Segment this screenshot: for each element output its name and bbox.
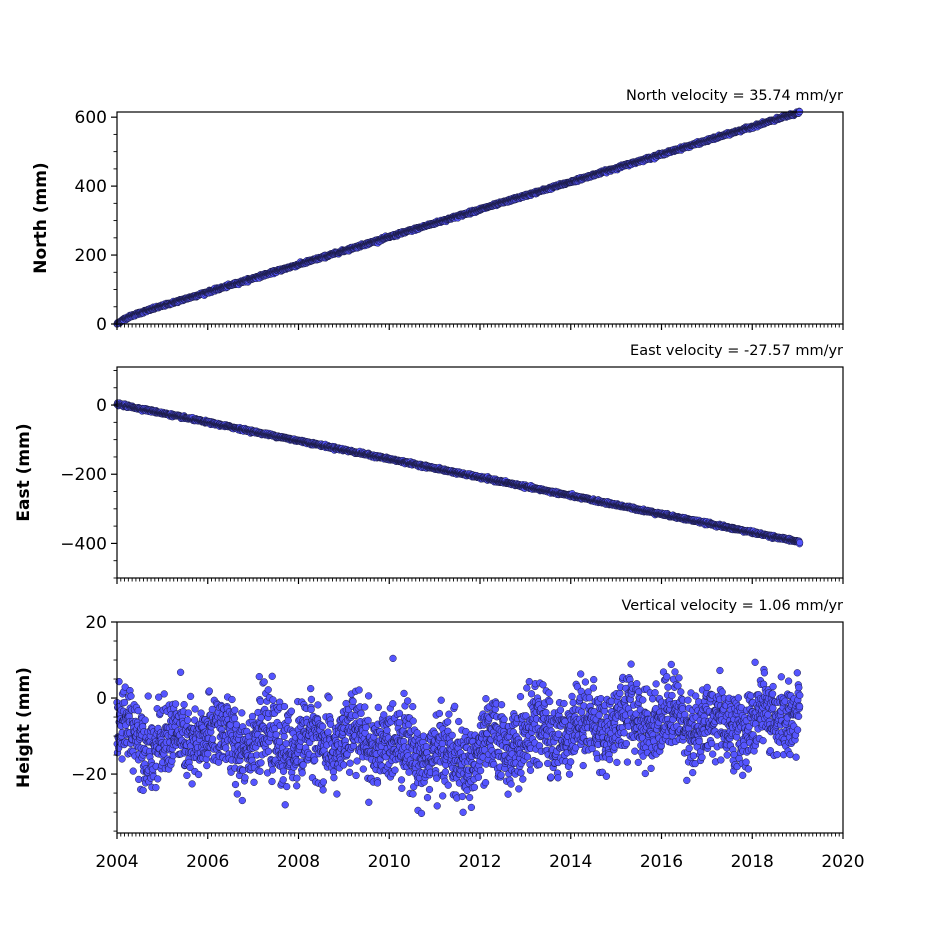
north-ytick-label-3: 600 [75,108,107,128]
north-ytick-label-0: 0 [96,315,107,335]
east-points [113,399,804,548]
north-ytick-label-1: 200 [75,246,107,266]
north-ylabel: North (mm) [31,162,51,273]
north-panel: 0 200 400 600 North velocity = 35.74 mm/yr No… [31,88,844,335]
north-points [113,107,804,328]
north-ytick-label-2: 400 [75,177,107,197]
north-velocity-title: North velocity = 35.74 mm/yr [626,88,843,104]
north-axes-frame [116,111,844,325]
